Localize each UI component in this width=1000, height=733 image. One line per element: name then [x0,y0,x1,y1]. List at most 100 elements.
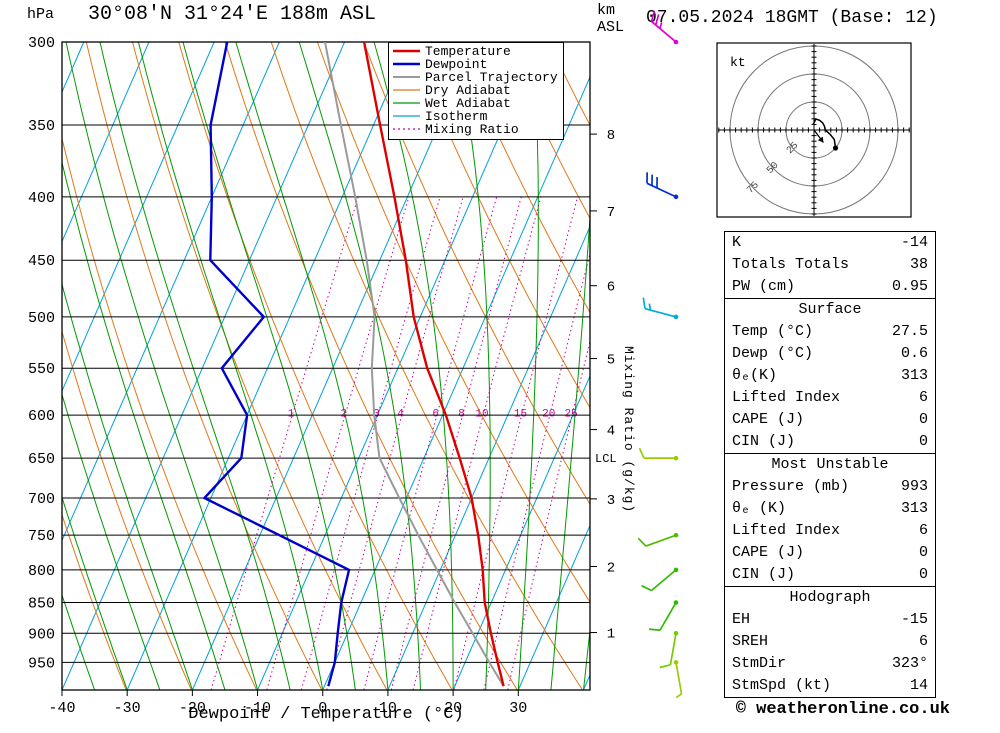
wind-barb [673,660,683,699]
temperature-curve [362,42,505,687]
pressure-axis-unit: hPa [27,6,55,23]
skewt-chart: 1 2 3 4 6 8 10 15 20 2530035040045050055060065070… [28,10,683,717]
storm-motion-arrowhead [817,136,824,143]
table-row-value: 6 [918,633,928,650]
table-section: Hodograph EH -15 SREH 6 StmDir 323° StmSpd (kt)… [725,586,935,697]
table-row: Totals Totals 38 [725,254,935,276]
svg-text:-40: -40 [48,700,75,717]
table-row-value: 6 [918,522,928,539]
pressure-tick-labels: 300 350 400 450 500 550 600 650 700 750 800 850 900 9… [28,35,55,672]
table-row: CAPE (J) 0 [725,542,935,564]
svg-text:-20: -20 [179,700,206,717]
table-row-label: CIN (J) [732,433,796,450]
table-row-label: Temp (°C) [732,323,814,340]
table-row: CIN (J) 0 [725,431,935,453]
svg-text:500: 500 [28,310,55,327]
table-section-header: Surface [798,301,862,318]
svg-text:10: 10 [475,409,488,421]
table-row: EH -15 [725,609,935,631]
table-row: θₑ (K) 313 [725,498,935,520]
table-row-label: Lifted Index [732,522,841,539]
temperature-tick-labels: -40 -30 -20 -10 0 10 20 30 [48,690,527,717]
table-row-label: EH [732,611,751,628]
legend-label: Dewpoint [425,57,487,72]
svg-text:650: 650 [28,451,55,468]
datetime-title: 07.05.2024 18GMT (Base: 12) [646,8,938,28]
svg-text:2: 2 [607,560,615,576]
table-section: K -14 Totals Totals 38 PW (cm) 0.95 [725,232,935,298]
svg-text:7: 7 [607,205,615,221]
parcel-trajectory-curve [324,42,505,687]
hodograph-ring-label: 25 [785,141,801,157]
wind-barb [638,447,679,461]
svg-text:450: 450 [28,253,55,270]
svg-text:300: 300 [28,35,55,52]
table-row-value: -15 [900,611,928,628]
svg-text:15: 15 [514,409,527,421]
table-row-value: -14 [900,234,928,251]
svg-text:8: 8 [458,409,465,421]
table-row-label: StmSpd (kt) [732,677,832,694]
svg-text:550: 550 [28,361,55,378]
table-row-value: 0 [918,566,928,583]
svg-text:950: 950 [28,655,55,672]
hodograph-trace [812,118,837,149]
table-row: CIN (J) 0 [725,564,935,586]
svg-text:-10: -10 [244,700,271,717]
table-row-label: Lifted Index [732,389,841,406]
table-row-label: CAPE (J) [732,411,805,428]
table-row-value: 14 [909,677,928,694]
table-row-label: K [732,234,742,251]
table-row: CAPE (J) 0 [725,409,935,431]
svg-text:8: 8 [607,128,615,144]
table-row-label: StmDir [732,655,787,672]
mixing-ratio-lines [210,196,590,690]
svg-text:800: 800 [28,563,55,580]
svg-text:400: 400 [28,190,55,207]
svg-text:4: 4 [397,409,404,421]
table-row-label: θₑ (K) [732,500,787,517]
table-section-header: Most Unstable [771,456,889,473]
dewpoint-curve [202,42,351,687]
legend-label: Parcel Trajectory [425,70,558,85]
svg-text:750: 750 [28,528,55,545]
wind-barb [650,10,679,45]
table-row-value: 6 [918,389,928,406]
mixing-ratio-axis-label: Mixing Ratio (g/kg) [621,346,636,514]
table-row-value: 0 [918,433,928,450]
table-row: Lifted Index 6 [725,387,935,409]
hodograph-unit-label: kt [730,55,746,70]
svg-text:-30: -30 [114,700,141,717]
table-row: SREH 6 [725,631,935,653]
table-row: K -14 [725,232,935,254]
svg-text:10: 10 [379,700,397,717]
asl-label: ASL [597,19,625,36]
table-row: Dewp (°C) 0.6 [725,343,935,365]
svg-text:3: 3 [373,409,380,421]
legend-label: Mixing Ratio [425,122,519,137]
table-row-value: 38 [909,256,928,273]
table-row-value: 27.5 [891,323,928,340]
wind-barb [648,600,679,632]
svg-text:25: 25 [564,409,577,421]
svg-text:600: 600 [28,408,55,425]
mixing-ratio-labels: 1 2 3 4 6 8 10 15 20 25 [288,409,578,421]
x-axis-label: Dewpoint / Temperature (°C) [188,705,464,724]
svg-text:5: 5 [607,353,615,369]
table-row: StmSpd (kt) 14 [725,675,935,697]
legend-label: Temperature [425,44,511,59]
table-row-label: CIN (J) [732,566,796,583]
table-row-label: Dewp (°C) [732,345,814,362]
table-row: PW (cm) 0.95 [725,276,935,298]
svg-text:6: 6 [607,280,615,296]
km-asl-axis-title: km ASL [597,2,624,36]
table-row-value: 0 [918,544,928,561]
table-row-value: 323° [891,655,928,672]
svg-text:0: 0 [318,700,327,717]
table-row-label: Totals Totals [732,256,850,273]
table-section-header: Hodograph [789,589,871,606]
legend-label: Wet Adiabat [425,96,511,111]
svg-text:3: 3 [607,493,615,509]
